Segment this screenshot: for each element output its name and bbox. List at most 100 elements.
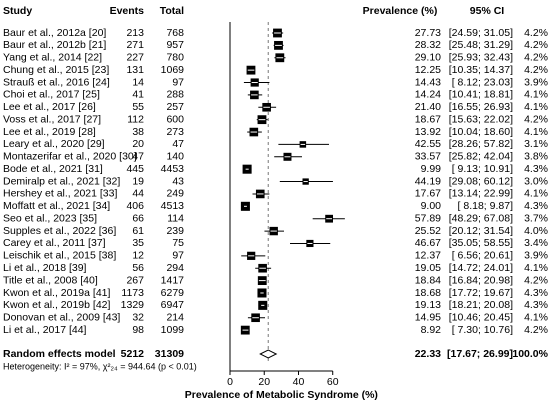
study-name: Montazerifar et al., 2020 [30] [3, 151, 137, 163]
study-name: Kwon et al., 2019b [42] [3, 299, 110, 311]
study-name: Choi et al., 2017 [25] [3, 89, 100, 101]
pooled-name: Random effects model [3, 348, 116, 360]
study-name: Lee et al., 2019 [28] [3, 126, 96, 138]
total: 1417 [161, 274, 185, 286]
prevalence-label: 18.84 [415, 274, 441, 286]
prevalence-label: 17.67 [415, 188, 441, 200]
total: 257 [166, 101, 184, 113]
total: 1099 [161, 324, 185, 336]
weight-label: 3.4% [524, 237, 548, 249]
weight-label: 4.3% [524, 299, 548, 311]
ci-label: [17.72; 19.67] [449, 287, 513, 299]
prevalence-label: 14.43 [415, 76, 441, 88]
heterogeneity: Heterogeneity: I² = 97%, χ²₂₄ = 944.64 (… [3, 361, 197, 371]
ci-label: [ 9.13; 10.91] [452, 163, 513, 175]
x-tick-label: 20 [258, 376, 270, 388]
study-name: Title et al., 2008 [40] [3, 274, 98, 286]
ci-label: [14.72; 24.01] [449, 262, 513, 274]
pooled-weight: 100.0% [512, 348, 548, 360]
total: 4513 [161, 200, 185, 212]
total: 97 [172, 250, 184, 262]
prevalence-label: 9.99 [421, 163, 442, 175]
prevalence-label: 12.25 [415, 64, 441, 76]
ci-label: [10.41; 18.81] [449, 89, 513, 101]
weight-label: 4.2% [524, 64, 548, 76]
prevalence-label: 42.55 [415, 138, 441, 150]
events: 1173 [121, 287, 144, 299]
weight-label: 3.9% [524, 76, 548, 88]
ci-label: [24.59; 31.05] [449, 27, 513, 39]
study-name: Chung et al., 2015 [23] [3, 64, 109, 76]
pooled-prevalence: 22.33 [415, 348, 441, 360]
study-name: Baur et al., 2012a [20] [3, 27, 106, 39]
events: 56 [132, 262, 144, 274]
prevalence-label: 19.13 [415, 299, 441, 311]
ci-label: [16.84; 20.98] [449, 274, 513, 286]
ci-label: [25.93; 32.43] [449, 52, 513, 64]
study-name: Voss et al., 2017 [27] [3, 113, 101, 125]
prevalence-label: 27.73 [415, 27, 441, 39]
total: 6279 [161, 287, 185, 299]
prevalence-label: 12.37 [415, 250, 441, 262]
study-name: Demiralp et al., 2021 [32] [3, 175, 120, 187]
weight-label: 4.1% [524, 126, 548, 138]
prevalence-label: 19.05 [415, 262, 441, 274]
weight-label: 4.1% [524, 188, 548, 200]
study-name: Li et al., 2017 [44] [3, 324, 87, 336]
ci-label: [ 6.56; 20.61] [452, 250, 513, 262]
prevalence-label: 18.68 [415, 287, 441, 299]
events: 98 [132, 324, 144, 336]
study-name: Carey et al., 2011 [37] [3, 237, 106, 249]
total: 600 [166, 113, 184, 125]
study-name: Bode et al., 2021 [31] [3, 163, 103, 175]
prevalence-label: 44.19 [415, 175, 441, 187]
total: 75 [172, 237, 184, 249]
study-name: Leischik et al., 2015 [38] [3, 250, 116, 262]
column-header: Prevalence (%) [363, 5, 438, 17]
weight-label: 3.8% [524, 151, 548, 163]
total: 288 [166, 89, 184, 101]
events: 19 [132, 175, 144, 187]
weight-label: 4.3% [524, 200, 548, 212]
total: 273 [166, 126, 184, 138]
prevalence-label: 21.40 [415, 101, 441, 113]
total: 114 [167, 212, 184, 224]
weight-label: 3.0% [524, 175, 548, 187]
events: 406 [126, 200, 144, 212]
events: 32 [132, 312, 144, 324]
total: 1069 [161, 64, 185, 76]
total: 294 [166, 262, 184, 274]
total: 780 [166, 52, 184, 64]
events: 14 [132, 76, 144, 88]
events: 66 [132, 212, 144, 224]
total: 97 [172, 76, 184, 88]
prevalence-label: 29.10 [415, 52, 441, 64]
events: 44 [132, 188, 144, 200]
column-header: Total [160, 5, 184, 17]
weight-label: 4.0% [524, 225, 548, 237]
prevalence-label: 8.92 [421, 324, 442, 336]
study-name: Kwon et al., 2019a [41] [3, 287, 110, 299]
ci-label: [25.82; 42.04] [449, 151, 513, 163]
total: 957 [166, 39, 184, 51]
events: 12 [132, 250, 144, 262]
ci-label: [28.26; 57.82] [449, 138, 513, 150]
study-name: Baur et al., 2012b [21] [3, 39, 106, 51]
weight-label: 4.2% [524, 52, 548, 64]
total: 140 [166, 151, 184, 163]
events: 38 [132, 126, 144, 138]
column-header: Events [110, 5, 145, 17]
weight-label: 3.1% [524, 138, 548, 150]
events: 55 [132, 101, 144, 113]
pooled-total: 31309 [155, 348, 184, 360]
events: 213 [126, 27, 144, 39]
ci-label: [10.46; 20.45] [449, 312, 513, 324]
ci-label: [35.05; 58.55] [449, 237, 513, 249]
ci-label: [ 8.12; 23.03] [452, 76, 513, 88]
total: 4453 [161, 163, 185, 175]
study-name: Supples et al., 2022 [36] [3, 225, 116, 237]
prevalence-label: 46.67 [415, 237, 441, 249]
study-name: Donovan et al., 2009 [43] [3, 312, 120, 324]
ci-label: [29.08; 60.12] [449, 175, 513, 187]
